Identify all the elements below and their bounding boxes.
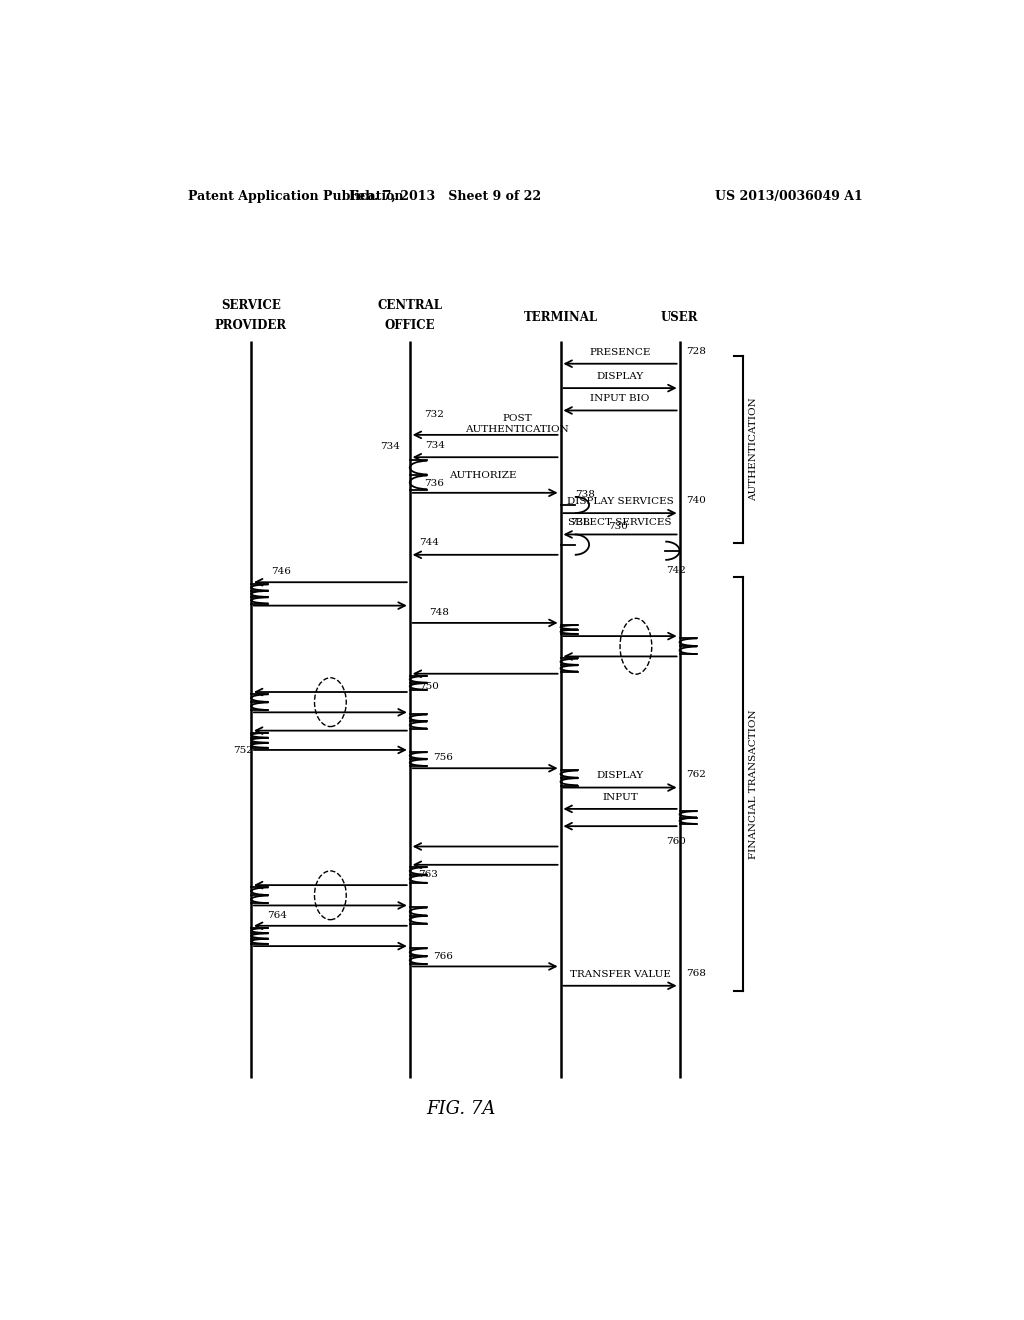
Text: AUTHENTICATION: AUTHENTICATION — [750, 397, 759, 502]
Text: 766: 766 — [433, 952, 454, 961]
Text: 738: 738 — [570, 519, 590, 527]
Text: 730: 730 — [608, 523, 628, 532]
Text: 750: 750 — [419, 682, 439, 690]
Text: POST: POST — [502, 413, 531, 422]
Text: TRANSFER VALUE: TRANSFER VALUE — [569, 970, 671, 978]
Text: 760: 760 — [666, 837, 685, 846]
Text: 763: 763 — [418, 870, 437, 879]
Text: FIG. 7A: FIG. 7A — [427, 1100, 496, 1118]
Text: TERMINAL: TERMINAL — [523, 312, 598, 323]
Text: 728: 728 — [686, 347, 706, 355]
Text: AUTHENTICATION: AUTHENTICATION — [465, 425, 568, 434]
Text: INPUT: INPUT — [602, 793, 638, 801]
Text: Patent Application Publication: Patent Application Publication — [187, 190, 403, 202]
Text: DISPLAY: DISPLAY — [596, 372, 644, 381]
Text: DISPLAY: DISPLAY — [596, 771, 644, 780]
Text: 740: 740 — [686, 496, 706, 506]
Text: 756: 756 — [433, 754, 454, 762]
Text: SERVICE: SERVICE — [221, 298, 281, 312]
Text: SELECT SERVICES: SELECT SERVICES — [568, 519, 672, 528]
Text: FINANCIAL TRANSACTION: FINANCIAL TRANSACTION — [750, 709, 759, 859]
Text: 748: 748 — [430, 607, 450, 616]
Text: US 2013/0036049 A1: US 2013/0036049 A1 — [715, 190, 863, 202]
Text: 746: 746 — [270, 568, 291, 576]
Text: 762: 762 — [686, 771, 706, 779]
Text: 742: 742 — [666, 566, 685, 576]
Text: USER: USER — [660, 312, 698, 323]
Text: PRESENCE: PRESENCE — [590, 347, 650, 356]
Text: INPUT BIO: INPUT BIO — [591, 395, 649, 404]
Text: Feb. 7, 2013   Sheet 9 of 22: Feb. 7, 2013 Sheet 9 of 22 — [349, 190, 542, 202]
Text: 764: 764 — [267, 911, 287, 920]
Text: 734: 734 — [426, 441, 445, 450]
Text: PROVIDER: PROVIDER — [215, 319, 287, 333]
Text: 732: 732 — [424, 409, 443, 418]
Text: 734: 734 — [380, 442, 399, 451]
Text: 752: 752 — [233, 746, 253, 755]
Text: OFFICE: OFFICE — [384, 319, 435, 333]
Text: 738: 738 — [574, 490, 595, 499]
Text: 744: 744 — [419, 537, 439, 546]
Text: 768: 768 — [686, 969, 706, 978]
Text: 736: 736 — [424, 479, 443, 487]
Text: DISPLAY SERVICES: DISPLAY SERVICES — [566, 498, 674, 506]
Text: CENTRAL: CENTRAL — [377, 298, 442, 312]
Text: AUTHORIZE: AUTHORIZE — [450, 470, 517, 479]
